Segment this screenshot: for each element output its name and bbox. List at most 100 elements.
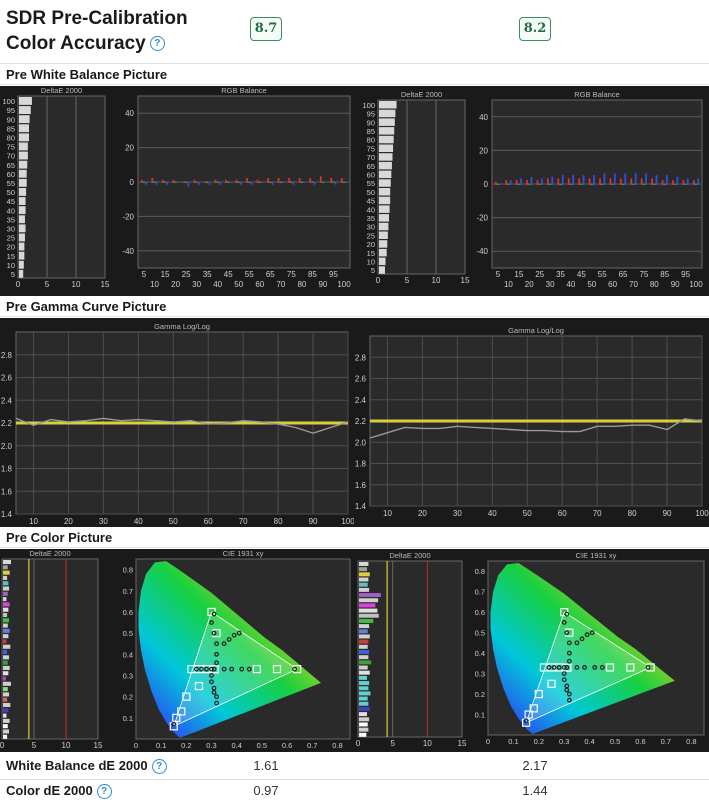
cie-left-measured-point bbox=[236, 630, 242, 636]
color-right-deltae-bar bbox=[359, 675, 368, 680]
wb-right-rgb-bar bbox=[613, 173, 616, 185]
score-header: SDR Pre-Calibration Color Accuracy? 8.7 … bbox=[0, 0, 709, 64]
cie-left-xtick-label: 0.4 bbox=[231, 741, 241, 750]
color-left-deltae-bar bbox=[3, 687, 8, 692]
color-right-deltae-bar bbox=[359, 686, 369, 691]
wb-right-deltae-bar bbox=[379, 205, 390, 213]
cie-left-measured-point bbox=[209, 679, 214, 685]
gamma-right-xtick-label: 70 bbox=[593, 509, 602, 518]
gamma-left-ytick-label: 2.0 bbox=[1, 442, 13, 451]
section-white-balance: Pre White Balance Picture bbox=[0, 64, 709, 85]
wb-right-rgb-ytick-label: -20 bbox=[476, 214, 488, 223]
wb-left-rgb-bar bbox=[324, 181, 327, 183]
wb-left-rgb-bar bbox=[214, 179, 217, 183]
cie-right-measured-point bbox=[566, 691, 572, 697]
color-left-deltae-bar bbox=[3, 660, 8, 665]
cie-right-target-square bbox=[565, 628, 574, 637]
color-right-deltae-xtick-label: 15 bbox=[458, 739, 467, 748]
wb-left-rgb-bar bbox=[140, 179, 143, 183]
title-line-2-text: Color Accuracy bbox=[6, 33, 146, 54]
wb-right-deltae-ytick-label: 80 bbox=[367, 136, 375, 145]
color-right-deltae-bar bbox=[359, 634, 370, 639]
wb-right-deltae-bar bbox=[379, 118, 395, 126]
wb-right-rgb-xtick-label: 25 bbox=[535, 270, 544, 279]
cie-left-measured-point bbox=[221, 641, 227, 647]
question-circle-icon[interactable]: ? bbox=[149, 36, 165, 52]
gamma-right-title: Gamma Log/Log bbox=[508, 326, 564, 335]
wb-left-rgb-xtick-label: 55 bbox=[245, 270, 254, 279]
color-left-deltae-bar bbox=[3, 570, 10, 575]
wb-left-rgb-bar bbox=[248, 181, 251, 183]
wb-right-rgb-bar bbox=[599, 178, 601, 185]
gamma-right-xtick-label: 10 bbox=[383, 509, 392, 518]
wb-left-rgb-bar bbox=[176, 181, 179, 183]
color-right-deltae-bar bbox=[359, 650, 370, 654]
wb-right-rgb-xtick-label: 40 bbox=[566, 280, 575, 289]
wb-left-rgb-xtick-label: 90 bbox=[318, 280, 327, 289]
wb-right-rgb-xtick-label: 35 bbox=[556, 270, 565, 279]
wb-left-rgb-bar bbox=[258, 181, 261, 183]
wb-left-rgb-xtick-label: 85 bbox=[308, 270, 317, 279]
gamma-right-xtick-label: 50 bbox=[523, 509, 532, 518]
score-badge-right: 8.2 bbox=[519, 17, 551, 41]
wb-right-deltae-bar bbox=[379, 135, 394, 144]
wb-right-deltae-ytick-label: 60 bbox=[367, 170, 375, 179]
wb-left-deltae-ytick-label: 65 bbox=[7, 161, 15, 170]
wb-right-deltae-xtick-label: 0 bbox=[376, 276, 381, 285]
gamma-right-ytick-label: 2.2 bbox=[355, 417, 367, 426]
question-circle-icon[interactable]: ? bbox=[151, 759, 167, 775]
wb-left-rgb-xtick-label: 60 bbox=[255, 280, 264, 289]
cie-right-measured-point bbox=[564, 611, 570, 617]
wb-right-rgb-bar bbox=[536, 180, 539, 185]
wb-right-rgb-xtick-label: 15 bbox=[514, 270, 523, 279]
color-right-deltae-bar bbox=[359, 603, 376, 608]
gamma-left-xtick-label: 60 bbox=[204, 517, 213, 526]
cie-right-measured-point bbox=[564, 630, 570, 636]
wb-left-rgb-xtick-label: 20 bbox=[171, 280, 180, 289]
wb-left-deltae-ytick-label: 5 bbox=[11, 270, 15, 279]
wb-left-rgb-bar bbox=[256, 179, 259, 183]
question-circle-icon[interactable]: ? bbox=[96, 784, 112, 800]
cie-right-ytick-label: 0.3 bbox=[475, 670, 485, 679]
cie-left-measured-point bbox=[221, 666, 227, 672]
wb-right-rgb-bar bbox=[695, 183, 697, 185]
wb-left-deltae-bar bbox=[19, 206, 26, 215]
cie-right-target-square bbox=[547, 663, 556, 672]
wb-right-rgb-bar bbox=[630, 178, 633, 185]
wb-left-rgb-bar bbox=[174, 181, 177, 183]
color-left-deltae-bar bbox=[3, 650, 8, 655]
wb-left-deltae-bar bbox=[19, 160, 28, 169]
color-left-deltae-bar bbox=[3, 607, 9, 612]
wb-left-deltae-bar bbox=[19, 178, 27, 187]
gamma-left-xtick-label: 80 bbox=[274, 517, 283, 526]
wb-right-rgb-bar bbox=[588, 178, 591, 185]
wb-right-deltae-ytick-label: 20 bbox=[367, 240, 375, 249]
cie-right-measured-point bbox=[561, 665, 567, 670]
wb-right-rgb-bar bbox=[692, 180, 695, 185]
wb-left-rgb-bar bbox=[269, 181, 272, 183]
wb-right-rgb-bar bbox=[666, 175, 668, 185]
color-left-deltae-bar bbox=[3, 671, 9, 676]
wb-right-rgb-xtick-label: 100 bbox=[689, 280, 703, 289]
wb-right-rgb-bar bbox=[551, 176, 554, 185]
cie-left-target-square bbox=[293, 665, 302, 674]
wb-right-deltae-bar bbox=[379, 188, 391, 196]
wb-right-rgb-xtick-label: 30 bbox=[546, 280, 555, 289]
color-right-deltae-bar bbox=[359, 670, 370, 675]
color-left-deltae-bar bbox=[3, 644, 11, 649]
color-right-deltae-title: DeltaE 2000 bbox=[389, 551, 430, 560]
wb-right-rgb-bar bbox=[655, 175, 658, 185]
wb-left-rgb-xtick-label: 25 bbox=[182, 270, 191, 279]
wb-left-deltae-xtick-label: 0 bbox=[16, 280, 21, 289]
wb-right-deltae-bar bbox=[379, 222, 389, 231]
wb-left-rgb-ytick-label: -40 bbox=[122, 247, 134, 256]
cie-right-measured-point bbox=[564, 687, 570, 693]
cie-left-measured-point bbox=[229, 666, 235, 672]
wb-left-rgb-ytick-label: 0 bbox=[130, 178, 135, 187]
panel-gamma-right: Gamma Log/Log 1.4 1.6 1.8 2.0 2.2 2.4 2.6 2.8 10 2… bbox=[354, 318, 709, 527]
wb-right-rgb-xtick-label: 45 bbox=[577, 270, 586, 279]
wb-left-rgb-bar bbox=[240, 181, 242, 185]
cie-left-ytick-label: 0.5 bbox=[123, 629, 133, 638]
color-left-deltae-bar bbox=[3, 655, 10, 660]
wb-right-rgb-bar bbox=[509, 180, 512, 185]
